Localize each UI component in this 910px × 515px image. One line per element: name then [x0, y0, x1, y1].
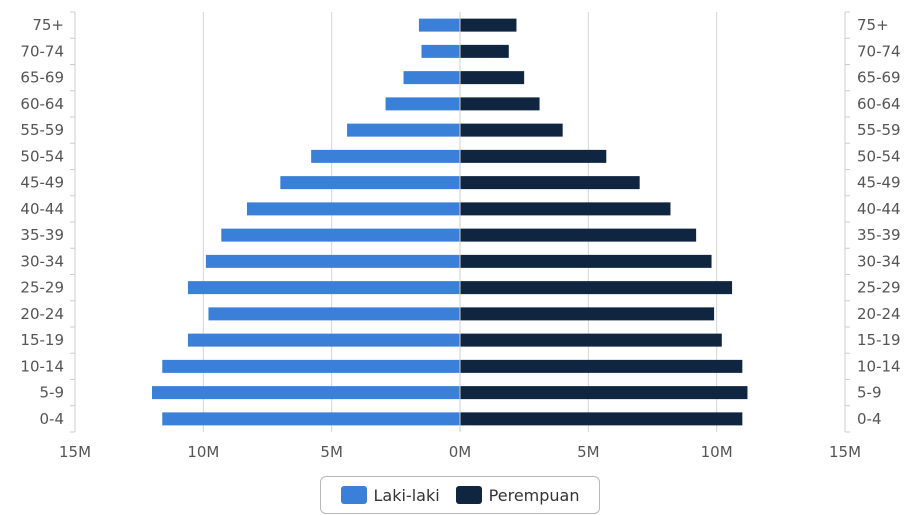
bar-male	[162, 412, 460, 426]
bar-male	[152, 386, 460, 400]
bar-female	[460, 412, 743, 426]
x-tick-label: 10M	[187, 443, 219, 461]
x-tick-label: 0M	[449, 443, 472, 461]
category-label-left: 35-39	[20, 226, 64, 244]
category-label-left: 15-19	[20, 331, 64, 349]
legend-item-male[interactable]: Laki-laki	[340, 485, 440, 505]
bar-female	[460, 44, 509, 58]
bar-female	[460, 176, 640, 190]
category-label-right: 0-4	[857, 410, 882, 428]
category-label-left: 5-9	[40, 384, 65, 402]
x-tick-label: 10M	[701, 443, 733, 461]
legend-label-male: Laki-laki	[373, 485, 440, 505]
category-label-left: 50-54	[20, 147, 64, 165]
bar-male	[205, 254, 460, 268]
legend-label-female: Perempuan	[488, 485, 580, 505]
x-tick-label: 5M	[577, 443, 600, 461]
bar-male	[403, 71, 460, 85]
category-label-right: 45-49	[857, 174, 901, 192]
x-tick-label: 15M	[829, 443, 861, 461]
category-label-right: 60-64	[857, 95, 901, 113]
category-label-left: 30-34	[20, 252, 64, 270]
bar-female	[460, 123, 563, 137]
category-label-right: 20-24	[857, 305, 901, 323]
bar-male	[221, 228, 460, 242]
x-tick-label: 15M	[59, 443, 91, 461]
bar-female	[460, 202, 671, 216]
bar-male	[246, 202, 460, 216]
bar-male	[421, 44, 460, 58]
category-label-right: 40-44	[857, 200, 901, 218]
category-label-left: 40-44	[20, 200, 64, 218]
bar-male	[418, 18, 460, 32]
bar-male	[187, 333, 460, 347]
bar-male	[187, 281, 460, 295]
category-label-right: 50-54	[857, 147, 901, 165]
bar-male	[311, 149, 460, 163]
bar-female	[460, 307, 715, 321]
bar-female	[460, 281, 733, 295]
category-label-left: 10-14	[20, 357, 64, 375]
category-label-left: 0-4	[40, 410, 65, 428]
category-label-right: 70-74	[857, 42, 901, 60]
bar-female	[460, 333, 722, 347]
bar-female	[460, 18, 517, 32]
bar-female	[460, 386, 748, 400]
legend-swatch-female	[455, 486, 482, 504]
legend-item-female[interactable]: Perempuan	[455, 485, 580, 505]
legend-swatch-male	[340, 486, 367, 504]
category-label-right: 5-9	[857, 384, 882, 402]
x-tick-label: 5M	[320, 443, 343, 461]
bar-male	[162, 359, 460, 373]
bar-male	[280, 176, 460, 190]
category-label-left: 60-64	[20, 95, 64, 113]
category-label-left: 65-69	[20, 69, 64, 87]
category-label-left: 45-49	[20, 174, 64, 192]
category-label-right: 25-29	[857, 279, 901, 297]
category-label-right: 10-14	[857, 357, 901, 375]
bar-male	[385, 97, 460, 111]
category-label-right: 35-39	[857, 226, 901, 244]
category-label-left: 20-24	[20, 305, 64, 323]
bar-male	[208, 307, 460, 321]
category-label-right: 55-59	[857, 121, 901, 139]
bar-male	[347, 123, 460, 137]
category-label-right: 65-69	[857, 69, 901, 87]
category-label-left: 75+	[32, 16, 64, 34]
category-label-left: 55-59	[20, 121, 64, 139]
category-label-right: 75+	[857, 16, 889, 34]
category-label-right: 15-19	[857, 331, 901, 349]
bar-female	[460, 228, 697, 242]
bar-female	[460, 149, 607, 163]
bar-female	[460, 97, 540, 111]
bar-female	[460, 71, 525, 85]
category-label-left: 70-74	[20, 42, 64, 60]
bar-female	[460, 359, 743, 373]
chart-legend: Laki-laki Perempuan	[320, 476, 600, 514]
bar-female	[460, 254, 712, 268]
category-label-right: 30-34	[857, 252, 901, 270]
category-label-left: 25-29	[20, 279, 64, 297]
